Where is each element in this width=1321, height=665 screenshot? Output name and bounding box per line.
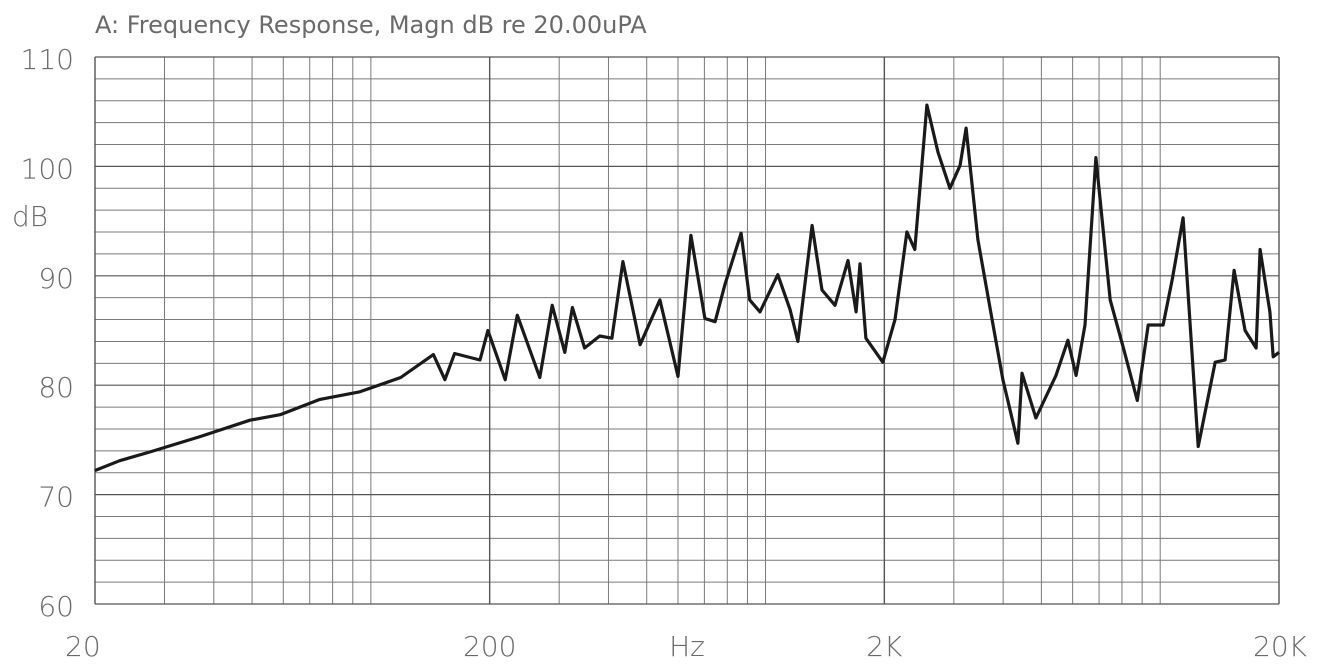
y-tick-label: 80 xyxy=(38,371,74,404)
y-tick-label: 60 xyxy=(38,590,74,623)
x-axis-label: Hz xyxy=(669,630,705,663)
x-tick-label: 200 xyxy=(463,630,516,663)
y-axis-label: dB xyxy=(12,200,48,233)
y-tick-label: 90 xyxy=(38,262,74,295)
chart-title: A: Frequency Response, Magn dB re 20.00u… xyxy=(95,11,647,39)
x-tick-label: 2K xyxy=(866,630,903,663)
y-tick-label: 110 xyxy=(21,43,74,76)
y-tick-label: 70 xyxy=(38,481,74,514)
response-line xyxy=(94,103,1280,472)
x-tick-label: 20K xyxy=(1253,630,1308,663)
x-tick-label: 20 xyxy=(65,630,101,663)
y-tick-label: 100 xyxy=(21,152,74,185)
